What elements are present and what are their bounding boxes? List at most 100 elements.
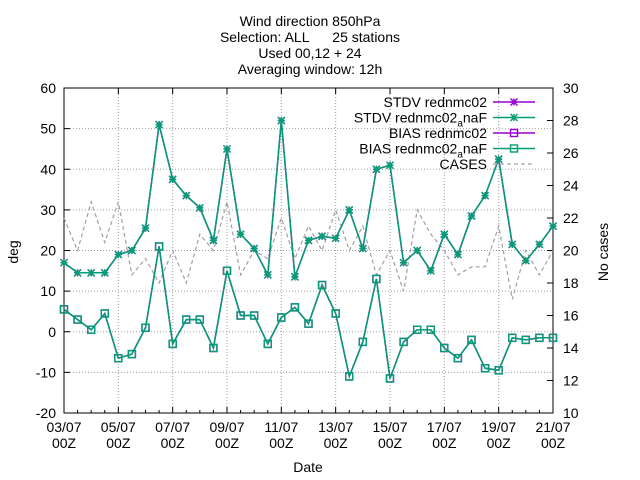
x-axis-label: Date bbox=[293, 459, 323, 475]
legend-label: STDV rednmc02anaF bbox=[354, 110, 487, 130]
data-point bbox=[413, 246, 422, 255]
x-tick-label-date: 15/07 bbox=[372, 419, 407, 435]
y2-tick-label: 26 bbox=[563, 145, 579, 161]
x-tick-label-hour: 00Z bbox=[378, 435, 403, 451]
x-tick-label-date: 09/07 bbox=[209, 419, 244, 435]
data-point bbox=[385, 374, 395, 383]
data-point bbox=[535, 333, 544, 343]
data-point bbox=[453, 250, 462, 259]
series-bias-rednmc02-a-naf bbox=[59, 242, 558, 383]
data-point bbox=[480, 364, 490, 373]
data-point bbox=[318, 232, 327, 241]
data-point bbox=[494, 155, 503, 164]
x-tick-label-hour: 00Z bbox=[161, 435, 186, 451]
x-tick-label-hour: 00Z bbox=[106, 435, 131, 451]
data-point bbox=[399, 337, 408, 347]
y-tick-label: 30 bbox=[40, 202, 56, 218]
data-point bbox=[182, 191, 191, 200]
x-tick-label-date: 17/07 bbox=[427, 419, 462, 435]
data-point bbox=[521, 256, 530, 265]
data-point bbox=[86, 325, 96, 334]
data-point bbox=[222, 266, 232, 276]
data-point bbox=[317, 280, 327, 290]
data-point bbox=[331, 309, 340, 318]
x-tick-label-hour: 00Z bbox=[432, 435, 457, 451]
data-point bbox=[236, 311, 245, 320]
legend-entry: BIAS rednmc02anaF bbox=[359, 141, 535, 161]
title-line-3: Used 00,12 + 24 bbox=[258, 45, 361, 61]
title-line-1: Wind direction 850hPa bbox=[240, 13, 381, 29]
data-point bbox=[141, 323, 150, 332]
data-point bbox=[467, 335, 476, 345]
series-stdv-rednmc02-a-naf bbox=[60, 116, 557, 281]
data-point bbox=[345, 205, 354, 214]
x-tick-label-date: 13/07 bbox=[318, 419, 353, 435]
data-point bbox=[195, 203, 204, 212]
data-point bbox=[548, 333, 558, 343]
legend-marker bbox=[510, 113, 518, 122]
data-point bbox=[114, 353, 123, 363]
y2-tick-label: 22 bbox=[563, 210, 579, 226]
x-tick-label-hour: 00Z bbox=[269, 435, 294, 451]
data-point bbox=[195, 315, 205, 324]
data-point bbox=[73, 315, 82, 324]
axes: -20 -10 0 10 20 30 40 50 60 10 12 14 16 18 20 22 24 26 28 3… bbox=[36, 80, 579, 451]
data-point bbox=[467, 211, 476, 220]
y2-tick-label: 20 bbox=[563, 243, 579, 259]
data-point bbox=[73, 268, 82, 277]
data-point bbox=[549, 222, 557, 231]
x-tick-label-date: 21/07 bbox=[535, 419, 570, 435]
data-point bbox=[100, 268, 109, 277]
y2-tick-label: 16 bbox=[563, 308, 579, 324]
data-point bbox=[331, 234, 340, 243]
y-tick-label: 50 bbox=[40, 121, 56, 137]
data-point bbox=[304, 319, 313, 328]
legend-label: STDV rednmc02 bbox=[384, 94, 488, 110]
chart-title: Wind direction 850hPa Selection: ALL 25 … bbox=[220, 13, 400, 77]
data-point bbox=[358, 337, 368, 347]
series-line bbox=[63, 199, 554, 300]
data-point bbox=[250, 244, 259, 253]
x-tick-label-date: 07/07 bbox=[155, 419, 190, 435]
data-point bbox=[386, 161, 394, 170]
legend-entry: BIAS rednmc02 bbox=[389, 125, 535, 141]
data-point bbox=[277, 116, 286, 125]
y2-axis-label: No cases bbox=[595, 223, 611, 281]
data-point bbox=[440, 230, 449, 239]
data-point bbox=[481, 191, 490, 200]
y2-tick-label: 12 bbox=[563, 373, 579, 389]
legend-label: BIAS rednmc02 bbox=[389, 125, 487, 141]
data-point bbox=[249, 311, 259, 320]
legend-entry: STDV rednmc02 bbox=[384, 94, 535, 110]
y-axis-label: deg bbox=[5, 240, 21, 263]
data-point bbox=[155, 120, 164, 129]
data-point bbox=[209, 236, 218, 245]
y2-tick-label: 14 bbox=[563, 340, 579, 356]
y-tick-label: 20 bbox=[40, 243, 56, 259]
x-tick-label-hour: 00Z bbox=[541, 435, 566, 451]
data-point bbox=[494, 366, 503, 375]
data-point bbox=[168, 339, 177, 349]
series-line bbox=[63, 246, 553, 379]
x-tick-label-date: 03/07 bbox=[46, 419, 81, 435]
data-point bbox=[426, 325, 435, 334]
data-point bbox=[358, 244, 367, 253]
y2-tick-label: 28 bbox=[563, 113, 579, 129]
data-point bbox=[87, 268, 96, 277]
legend-label: CASES bbox=[440, 156, 487, 172]
data-point bbox=[399, 258, 408, 267]
data-point bbox=[426, 266, 435, 275]
x-tick-label-date: 05/07 bbox=[101, 419, 136, 435]
data-point bbox=[521, 335, 531, 345]
data-point bbox=[209, 343, 218, 353]
data-point bbox=[236, 230, 245, 239]
legend-entry: STDV rednmc02anaF bbox=[354, 110, 535, 130]
data-point bbox=[182, 315, 191, 324]
legend-marker bbox=[510, 98, 518, 106]
data-point bbox=[290, 303, 300, 312]
x-tick-label-hour: 00Z bbox=[324, 435, 349, 451]
y2-tick-label: 30 bbox=[563, 80, 579, 96]
